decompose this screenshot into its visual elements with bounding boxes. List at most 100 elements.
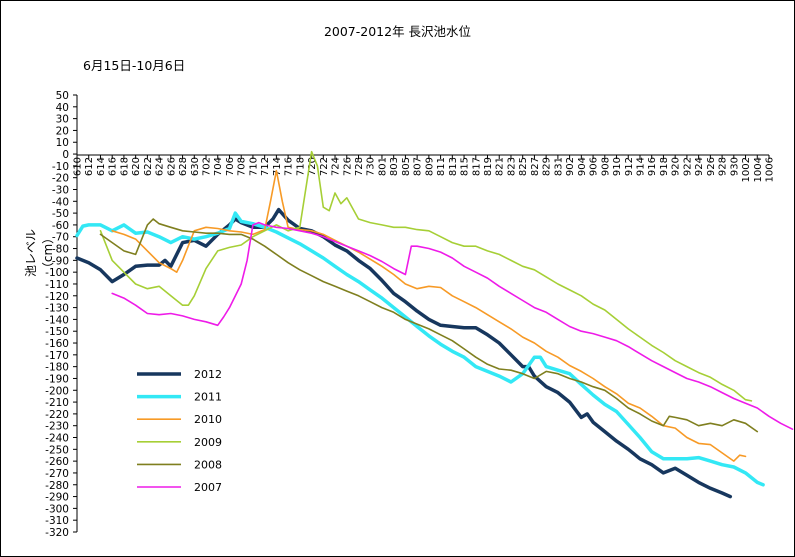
legend-label-2011: 2011 (194, 391, 222, 404)
y-tick-label: -220 (45, 409, 69, 421)
x-tick-label: 1006 (765, 157, 776, 182)
x-tick-label: 801 (377, 157, 388, 176)
x-tick-label: 722 (319, 157, 330, 176)
y-tick-label: -150 (45, 326, 69, 338)
y-tick-label: -200 (45, 385, 69, 397)
y-tick-label: -140 (45, 314, 69, 326)
y-tick-label: -100 (45, 267, 69, 279)
y-tick-label: -120 (45, 291, 69, 303)
x-tick-label: 610 (73, 157, 84, 176)
x-tick-label: 823 (506, 157, 517, 176)
x-tick-label: 819 (483, 157, 494, 176)
series-line-2008 (99, 218, 759, 433)
x-tick-label: 730 (366, 157, 377, 176)
y-tick-label: -80 (52, 244, 69, 256)
x-tick-label: 922 (682, 157, 693, 176)
x-tick-label: 622 (143, 157, 154, 176)
x-tick-label: 815 (460, 157, 471, 176)
x-tick-label: 904 (577, 157, 588, 176)
chart-subtitle: 6月15日-10月6日 (83, 58, 186, 73)
x-tick-label: 912 (624, 157, 635, 176)
y-tick-label: -50 (52, 208, 69, 220)
y-tick-label: -170 (45, 350, 69, 362)
x-tick-label: 612 (84, 157, 95, 176)
legend-label-2007: 2007 (194, 481, 222, 494)
y-tick-label: -190 (45, 373, 69, 385)
x-tick-label: 924 (694, 157, 705, 176)
y-tick-label: -40 (52, 196, 69, 208)
x-tick-label: 724 (331, 157, 342, 176)
x-tick-label: 614 (96, 157, 107, 176)
x-tick-label: 714 (272, 157, 283, 176)
x-tick-label: 821 (495, 157, 506, 176)
legend-label-2012: 2012 (194, 368, 222, 381)
x-tick-label: 726 (342, 157, 353, 176)
x-tick-label: 720 (307, 157, 318, 176)
x-tick-label: 918 (659, 157, 670, 176)
y-tick-label: 50 (56, 90, 69, 102)
x-tick-label: 817 (471, 157, 482, 176)
x-tick-label: 704 (213, 157, 224, 176)
x-tick-label: 718 (295, 157, 306, 176)
series-line-2010 (111, 169, 747, 462)
x-tick-label: 827 (530, 157, 541, 176)
y-tick-label: -280 (45, 480, 69, 492)
x-tick-label: 910 (612, 157, 623, 176)
chart-title: 2007-2012年 長沢池水位 (323, 24, 472, 39)
x-tick-label: 914 (635, 157, 646, 176)
y-tick-label: -20 (52, 173, 69, 185)
y-tick-label: -110 (45, 279, 69, 291)
x-tick-label: 706 (225, 157, 236, 176)
legend-label-2010: 2010 (194, 413, 222, 426)
y-tick-label: -310 (45, 515, 69, 527)
x-tick-label: 616 (108, 157, 119, 176)
y-tick-label: -130 (45, 303, 69, 315)
x-tick-label: 1004 (753, 157, 764, 182)
x-tick-label: 626 (166, 157, 177, 176)
x-tick-label: 702 (202, 157, 213, 176)
x-tick-label: 710 (248, 157, 259, 176)
y-tick-label: 0 (62, 149, 69, 161)
x-tick-label: 803 (389, 157, 400, 176)
y-tick-label: -290 (45, 492, 69, 504)
x-tick-label: 708 (237, 157, 248, 176)
x-tick-label: 728 (354, 157, 365, 176)
x-tick-label: 805 (401, 157, 412, 176)
y-tick-label: -250 (45, 444, 69, 456)
x-tick-label: 811 (436, 157, 447, 176)
series-line-2007 (111, 221, 794, 430)
x-tick-label: 712 (260, 157, 271, 176)
y-tick-label: 40 (56, 102, 69, 114)
y-tick-label: -210 (45, 397, 69, 409)
series-line-2011 (75, 211, 765, 487)
x-tick-label: 807 (413, 157, 424, 176)
y-tick-label: -320 (45, 527, 69, 539)
y-tick-label: -260 (45, 456, 69, 468)
y-tick-label: -270 (45, 468, 69, 480)
x-tick-label: 916 (647, 157, 658, 176)
x-tick-label: 809 (424, 157, 435, 176)
y-tick-label: -60 (52, 220, 69, 232)
x-tick-label: 930 (729, 157, 740, 176)
x-tick-label: 829 (542, 157, 553, 176)
legend-label-2009: 2009 (194, 436, 222, 449)
x-tick-label: 926 (706, 157, 717, 176)
x-tick-label: 906 (589, 157, 600, 176)
y-tick-label: 10 (56, 137, 69, 149)
x-tick-label: 618 (119, 157, 130, 176)
y-tick-label: -30 (52, 184, 69, 196)
x-tick-label: 928 (718, 157, 729, 176)
y-tick-label: -230 (45, 421, 69, 433)
x-tick-label: 902 (565, 157, 576, 176)
y-tick-label: -10 (52, 161, 69, 173)
y-tick-label: 20 (56, 125, 69, 137)
y-tick-label: -70 (52, 232, 69, 244)
y-tick-label: 30 (56, 114, 69, 126)
y-tick-label: -180 (45, 362, 69, 374)
y-tick-label: -300 (45, 503, 69, 515)
x-tick-label: 825 (518, 157, 529, 176)
series-line-2012 (75, 207, 733, 499)
x-tick-label: 813 (448, 157, 459, 176)
